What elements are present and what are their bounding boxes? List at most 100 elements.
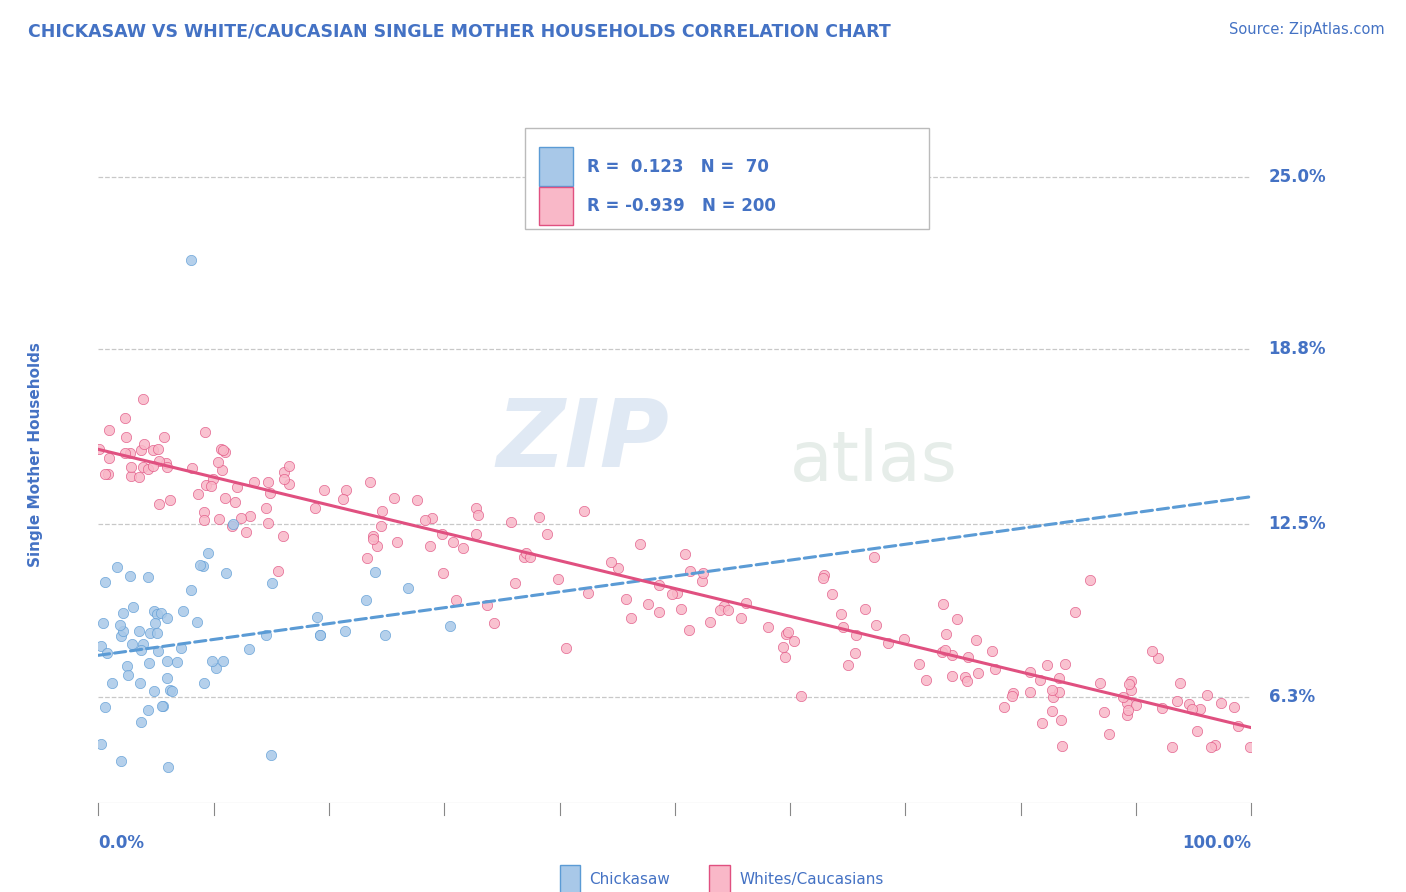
Point <box>1118 676 1140 690</box>
Point <box>1001 690 1024 704</box>
Point <box>159 683 181 698</box>
Point <box>1178 697 1201 711</box>
Point <box>98 451 121 466</box>
Point <box>1119 682 1142 697</box>
Point <box>156 654 179 668</box>
Point <box>121 637 143 651</box>
Point <box>1036 657 1059 672</box>
Point <box>673 547 696 561</box>
Point <box>201 654 224 668</box>
Point <box>150 698 173 713</box>
Point <box>519 549 541 564</box>
Point <box>893 632 915 646</box>
Point <box>692 566 714 581</box>
Point <box>1116 697 1139 711</box>
Point <box>1018 665 1040 679</box>
Point <box>446 592 468 607</box>
Point <box>845 628 868 642</box>
Point <box>136 462 159 476</box>
Point <box>934 626 956 640</box>
Bar <box>538 187 574 226</box>
Point <box>1195 688 1218 702</box>
Point <box>224 495 246 509</box>
Point <box>515 546 537 560</box>
Point <box>118 445 141 459</box>
Point <box>614 591 637 606</box>
Text: 25.0%: 25.0% <box>1268 168 1326 186</box>
Bar <box>538 147 574 186</box>
Point <box>439 619 461 633</box>
Point <box>1078 573 1101 587</box>
Point <box>775 627 797 641</box>
Point <box>1031 715 1053 730</box>
Point <box>160 684 183 698</box>
Point <box>432 566 454 581</box>
Point <box>773 649 796 664</box>
Text: 18.8%: 18.8% <box>1268 340 1326 359</box>
Point <box>112 606 135 620</box>
Point <box>1152 701 1174 715</box>
Text: Chickasaw: Chickasaw <box>589 871 671 887</box>
Point <box>441 535 464 549</box>
Point <box>501 515 523 529</box>
Point <box>1029 673 1052 688</box>
Point <box>572 504 595 518</box>
Point <box>1018 684 1040 698</box>
Point <box>1042 690 1064 704</box>
Point <box>1185 724 1208 739</box>
Point <box>143 616 166 631</box>
Point <box>166 655 188 669</box>
Point <box>955 670 977 684</box>
Point <box>1116 703 1139 717</box>
Point <box>186 487 208 501</box>
Point <box>1239 740 1261 755</box>
Point <box>451 541 474 556</box>
Point <box>717 603 740 617</box>
Point <box>420 511 443 525</box>
Point <box>1047 672 1070 686</box>
Point <box>197 546 219 560</box>
Point <box>482 615 505 630</box>
Point <box>396 582 419 596</box>
Point <box>600 555 623 569</box>
Point <box>94 700 117 714</box>
Point <box>200 479 222 493</box>
Point <box>413 512 436 526</box>
Point <box>314 483 336 498</box>
Point <box>1181 702 1204 716</box>
Point <box>156 759 179 773</box>
Point <box>1188 702 1211 716</box>
Point <box>180 253 202 268</box>
Point <box>946 612 969 626</box>
Point <box>129 443 152 458</box>
Point <box>148 453 170 467</box>
Point <box>278 458 301 473</box>
Point <box>1054 657 1077 671</box>
Point <box>934 643 956 657</box>
Point <box>756 620 779 634</box>
Point <box>97 467 120 481</box>
Point <box>832 620 855 634</box>
Point <box>142 604 165 618</box>
Point <box>111 624 134 639</box>
Point <box>153 430 176 444</box>
Point <box>273 465 295 479</box>
Point <box>136 570 159 584</box>
Point <box>239 508 262 523</box>
Point <box>305 610 328 624</box>
Point <box>374 628 396 642</box>
Point <box>120 459 142 474</box>
Point <box>97 423 120 437</box>
Text: R = -0.939   N = 200: R = -0.939 N = 200 <box>588 197 776 215</box>
Point <box>148 497 170 511</box>
Point <box>148 442 170 456</box>
Point <box>813 571 835 585</box>
Point <box>364 566 387 580</box>
Point <box>1166 694 1188 708</box>
Point <box>709 603 731 617</box>
Point <box>637 598 659 612</box>
Point <box>967 666 990 681</box>
Point <box>821 587 844 601</box>
Point <box>155 456 177 470</box>
Point <box>735 597 758 611</box>
